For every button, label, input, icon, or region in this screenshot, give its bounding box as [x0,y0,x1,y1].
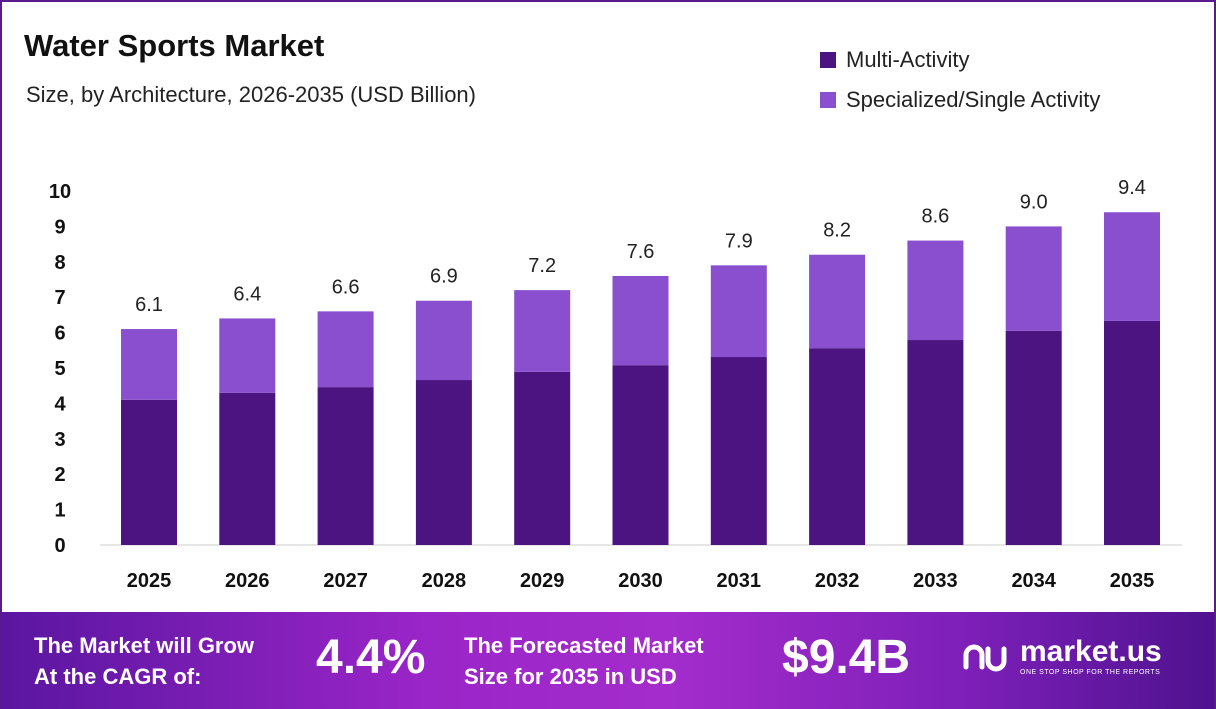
chart-title: Water Sports Market [24,28,325,63]
x-tick-label: 2028 [422,570,467,592]
x-tick-label: 2032 [815,570,860,592]
y-tick-label: 10 [49,181,71,203]
data-label: 9.4 [1118,177,1146,199]
logo-name: market.us [1020,635,1162,668]
y-tick-label: 1 [54,500,65,522]
y-tick-label: 7 [54,287,65,309]
bar-segment [219,392,276,545]
bar-segment [514,290,571,372]
data-label: 9.0 [1020,191,1048,213]
cagr-label-line-2: At the CAGR of: [34,664,202,689]
data-label: 6.1 [135,294,163,316]
x-tick-label: 2029 [520,570,565,592]
bar-segment [121,329,177,400]
logo-tagline: ONE STOP SHOP FOR THE REPORTS [1020,669,1161,676]
data-label: 7.9 [725,230,753,252]
bar-segment [317,311,374,388]
y-tick-label: 9 [54,216,65,238]
bar-segment [710,357,767,545]
bar-segment [121,399,177,545]
bar-segment [809,254,866,349]
bar-segment [1104,320,1160,545]
data-label: 8.2 [823,220,851,242]
forecast-label: The Forecasted Market Size for 2035 in US… [464,630,704,692]
x-tick-label: 2027 [323,570,368,592]
legend-item-multi-activity: Multi-Activity [820,40,1100,80]
data-label: 7.6 [627,241,655,263]
legend: Multi-Activity Specialized/Single Activi… [820,40,1100,120]
bar-segment [1104,212,1160,321]
forecast-label-line-1: The Forecasted Market [464,633,704,658]
market-us-logo: market.us ONE STOP SHOP FOR THE REPORTS [962,636,1162,677]
footer-banner: The Market will Grow At the CAGR of: 4.4%… [0,612,1216,709]
legend-item-specialized: Specialized/Single Activity [820,80,1100,120]
y-tick-label: 4 [54,393,66,415]
bar-segment [415,380,472,545]
y-tick-label: 8 [54,252,65,274]
bar-segment [317,387,374,545]
bar-segment [710,265,767,358]
y-tick-label: 0 [54,535,65,557]
bar-segment [612,365,669,545]
bar-segment [1005,330,1062,545]
legend-label: Specialized/Single Activity [846,87,1101,112]
cagr-label: The Market will Grow At the CAGR of: [34,630,254,692]
y-tick-label: 5 [54,358,65,380]
bar-segment [907,340,964,545]
data-label: 8.6 [921,206,949,228]
logo-icon [963,644,1007,671]
bar-segment [415,300,472,381]
y-tick-label: 3 [54,429,65,451]
cagr-label-line-1: The Market will Grow [34,633,255,658]
y-tick-label: 2 [54,464,65,486]
bar-segment [514,371,571,545]
bar-segment [219,318,276,393]
forecast-value: $9.4B [782,631,911,684]
x-tick-label: 2034 [1011,570,1056,592]
x-tick-label: 2031 [717,570,762,592]
x-tick-label: 2033 [913,570,958,592]
x-tick-label: 2026 [225,570,270,592]
legend-swatch [820,92,836,108]
y-tick-label: 6 [54,323,65,345]
forecast-label-line-2: Size for 2035 in USD [464,664,677,689]
bar-segment [1005,226,1062,331]
bar-segment [907,240,964,341]
data-label: 6.4 [233,283,261,305]
bar-segment [809,348,866,545]
cagr-value: 4.4% [316,631,426,684]
legend-swatch [820,52,836,68]
legend-label: Multi-Activity [846,47,970,72]
data-label: 6.6 [332,276,360,298]
data-label: 7.2 [528,255,556,277]
x-tick-label: 2025 [127,570,172,592]
data-label: 6.9 [430,266,458,288]
x-tick-label: 2035 [1110,570,1155,592]
x-tick-label: 2030 [618,570,663,592]
bar-chart: 0 1 2 3 4 5 6 7 8 9 10 6.1 2025 6.4 2026 6.6 2027 6.9 2028… [49,177,1182,592]
chart-subtitle: Size, by Architecture, 2026-2035 (USD Bi… [26,82,476,107]
bar-segment [612,275,669,366]
